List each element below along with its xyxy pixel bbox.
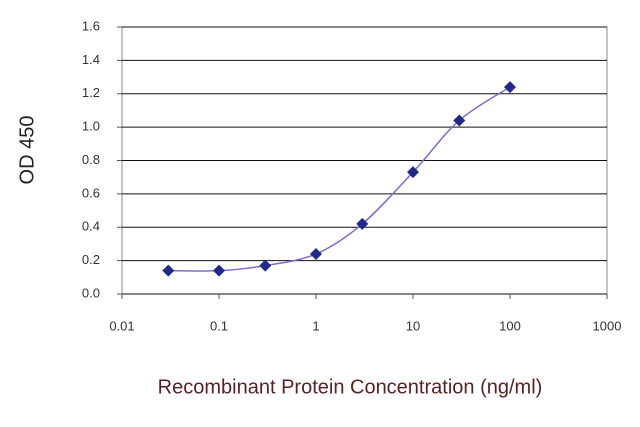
data-point (310, 247, 322, 260)
y-tick-label: 1.6 (82, 18, 100, 33)
fit-curve (168, 86, 511, 272)
y-axis-label: OD 450 (16, 116, 38, 185)
x-tick-label: 1 (312, 318, 319, 333)
y-tick-label: 0.0 (82, 285, 100, 300)
y-tick-label: 0.8 (82, 152, 100, 167)
y-tick-label: 0.6 (82, 185, 100, 200)
data-point (453, 114, 466, 127)
x-tick-label: 0.1 (210, 318, 228, 333)
data-point (162, 264, 175, 277)
data-point (407, 166, 419, 179)
x-tick-label: 0.01 (109, 318, 134, 333)
x-tick-label: 10 (406, 318, 420, 333)
x-axis-label: Recombinant Protein Concentration (ng/ml… (158, 376, 543, 398)
data-point (504, 81, 516, 94)
y-tick-label: 1.0 (82, 119, 100, 134)
x-tick-label: 1000 (593, 318, 622, 333)
y-tick-label: 0.2 (82, 252, 100, 267)
x-tick-label: 100 (499, 318, 521, 333)
y-tick-label: 1.4 (82, 52, 100, 67)
y-tick-label: 0.4 (82, 219, 100, 234)
data-point (213, 264, 225, 277)
data-point (259, 259, 272, 272)
y-tick-label: 1.2 (82, 85, 100, 100)
data-point (356, 217, 369, 230)
